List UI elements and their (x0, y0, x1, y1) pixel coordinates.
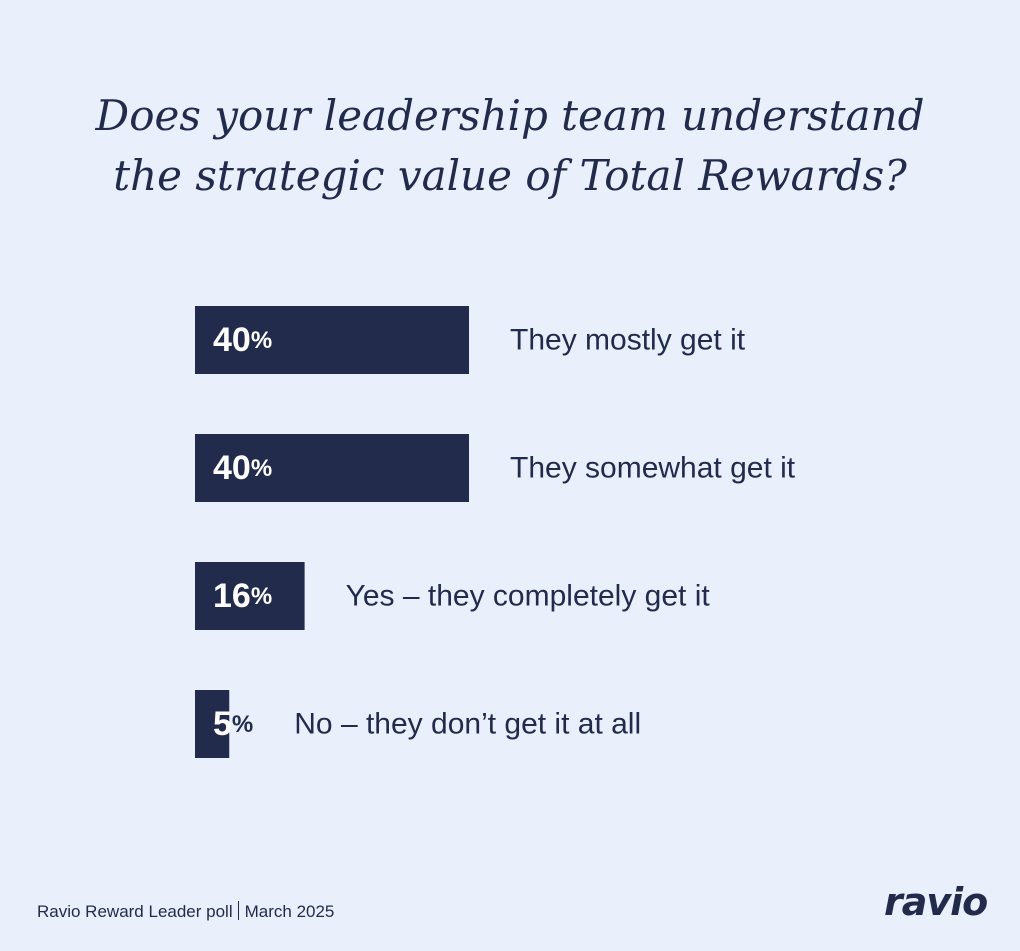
category-label-4: No – they don’t get it at all (294, 708, 641, 741)
chart-title-line-2: the strategic value of Total Rewards? (113, 151, 907, 200)
category-label-3: Yes – they completely get it (346, 580, 711, 613)
chart-title: Does your leadership team understand the… (0, 86, 1020, 206)
footer-source: Ravio Reward Leader poll March 2025 (37, 901, 334, 922)
chart-title-line-1: Does your leadership team understand (95, 91, 925, 140)
value-label-3: 16% (213, 577, 272, 615)
bar-2 (195, 434, 469, 502)
source-date: March 2025 (244, 902, 335, 921)
value-label-2: 40% (213, 449, 272, 487)
category-label-1: They mostly get it (510, 324, 746, 357)
category-label-2: They somewhat get it (510, 452, 796, 485)
footer-divider (237, 901, 239, 920)
source-label: Ravio Reward Leader poll (37, 902, 233, 921)
value-label-1: 40% (213, 321, 272, 359)
bar-3 (195, 562, 305, 630)
value-label-4: 5% (213, 705, 253, 743)
bar-1 (195, 306, 469, 374)
ravio-logo: ravio (884, 880, 988, 924)
bar-4 (195, 690, 230, 758)
